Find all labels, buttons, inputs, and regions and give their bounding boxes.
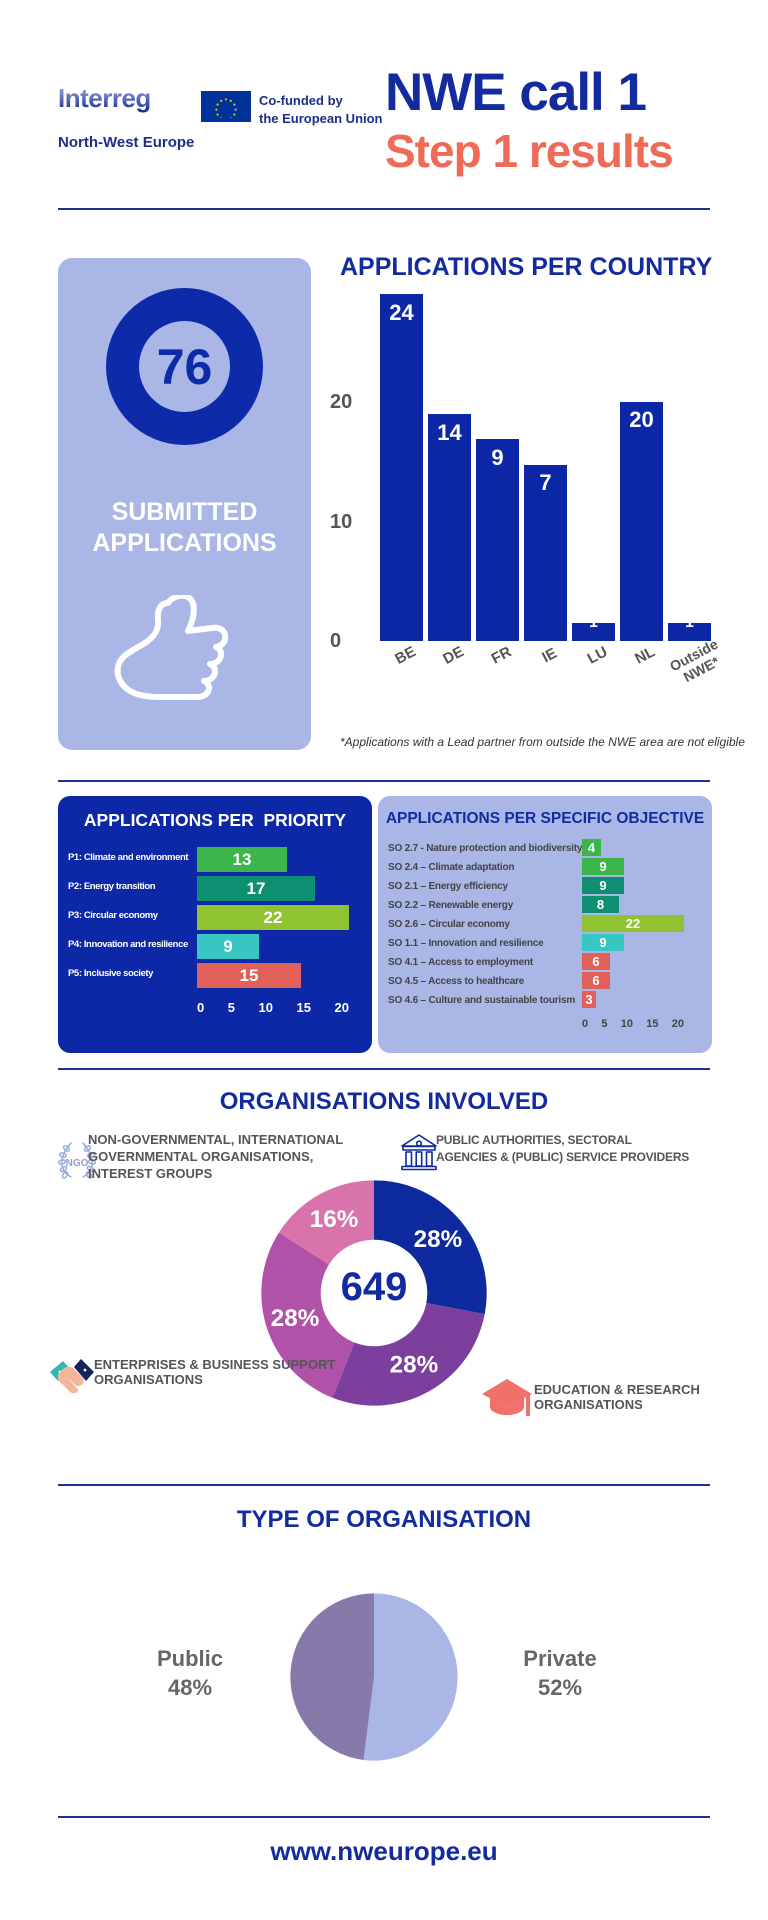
svg-text:16%: 16% [310,1206,359,1233]
svg-text:28%: 28% [414,1226,463,1253]
svg-text:Interreg: Interreg [58,83,151,113]
svg-text:28%: 28% [390,1352,439,1379]
svg-text:NGO: NGO [66,1158,89,1169]
